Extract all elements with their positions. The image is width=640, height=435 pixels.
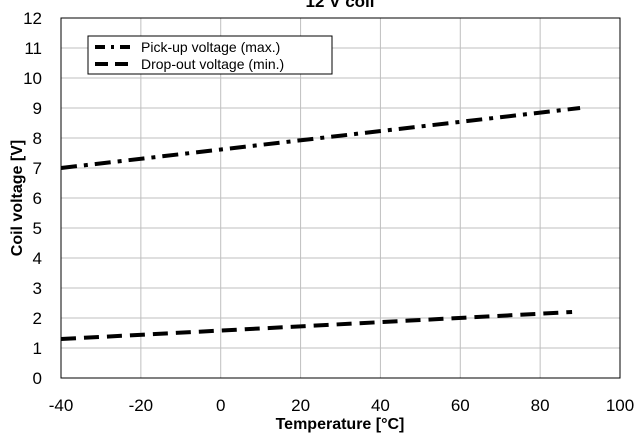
- x-tick-label: -40: [49, 396, 74, 415]
- y-tick-label: 5: [33, 219, 42, 238]
- plot-frame: [60, 17, 621, 379]
- y-tick-label: 0: [33, 369, 42, 388]
- y-tick-label: 12: [23, 9, 42, 28]
- chart-title: 12 V coil: [306, 0, 375, 11]
- series-lines: [60, 106, 581, 341]
- y-tick-label: 6: [33, 189, 42, 208]
- x-tick-label: 60: [451, 396, 470, 415]
- y-tick-label: 1: [33, 339, 42, 358]
- x-axis-title: Temperature [°C]: [276, 416, 405, 433]
- x-tick-label: 100: [606, 396, 634, 415]
- legend-box: [87, 35, 333, 75]
- y-tick-label: 7: [33, 159, 42, 178]
- x-axis-ticks: -40 -20 0 20 40 60 80 100: [49, 396, 634, 415]
- y-tick-label: 8: [33, 129, 42, 148]
- y-tick-label: 3: [33, 279, 42, 298]
- legend-label-dropout: Drop-out voltage (min.): [141, 56, 284, 72]
- x-tick-label: 80: [531, 396, 550, 415]
- x-tick-label: 0: [216, 396, 225, 415]
- y-axis-title: Coil voltage [V]: [9, 140, 26, 256]
- legend-label-pickup: Pick-up voltage (max.): [141, 39, 280, 55]
- series-line-pickup: [60, 106, 581, 170]
- x-tick-label: -20: [129, 396, 154, 415]
- x-tick-label: 20: [291, 396, 310, 415]
- x-tick-label: 40: [371, 396, 390, 415]
- y-tick-label: 9: [33, 99, 42, 118]
- y-tick-label: 11: [24, 39, 42, 58]
- y-tick-label: 2: [33, 309, 42, 328]
- y-tick-label: 4: [33, 249, 42, 268]
- series-line-dropout: [60, 310, 573, 341]
- legend: Pick-up voltage (max.) Drop-out voltage …: [87, 35, 333, 75]
- y-tick-label: 10: [23, 69, 42, 88]
